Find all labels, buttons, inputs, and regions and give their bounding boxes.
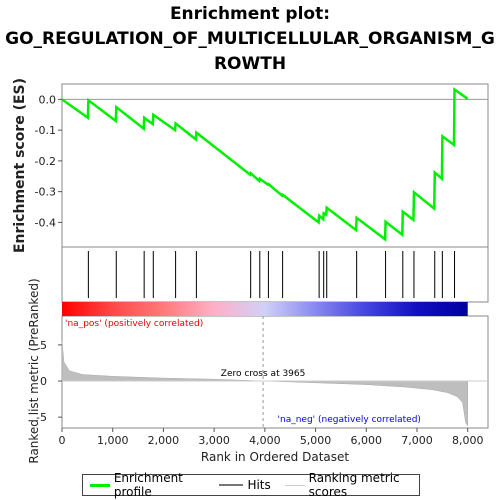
legend-item-ranking-metric: Ranking metric scores: [284, 471, 419, 499]
x-tick-label-0: 0: [59, 434, 66, 447]
es-y-tick-label-4: -0.4: [35, 216, 56, 229]
neg-correlated-label: 'na_neg' (negatively correlated): [278, 415, 421, 425]
es-panel-frame: [61, 83, 489, 248]
legend: Enrichment profile Hits Ranking metric s…: [82, 471, 420, 499]
es-y-tick-label-3: -0.3: [35, 186, 56, 199]
chart-title-line-3: ROWTH: [213, 54, 287, 74]
es-y-tick-label-1: -0.1: [35, 124, 56, 137]
legend-label-hits: Hits: [247, 478, 271, 492]
legend-label-ranking-metric: Ranking metric scores: [308, 471, 400, 499]
metric-y-tick-label-0: 5: [40, 339, 47, 352]
legend-item-enrichment-profile: Enrichment profile: [90, 471, 205, 499]
legend-item-hits: Hits: [219, 478, 271, 492]
zero-cross-label: Zero cross at 3965: [221, 369, 306, 379]
pos-correlated-label: 'na_pos' (positively correlated): [65, 319, 203, 329]
hits-panel-frame: [61, 246, 489, 303]
x-tick-label-6: 6,000: [351, 434, 383, 447]
enrichment-profile-line: [61, 87, 469, 242]
x-tick-label-1: 1,000: [97, 434, 129, 447]
chart-title-line-1: Enrichment plot:: [169, 4, 331, 24]
x-axis-label: Rank in Ordered Dataset: [201, 450, 349, 464]
es-y-axis-label: Enrichment score (ES): [12, 78, 28, 253]
x-tick-label-4: 4,000: [249, 434, 281, 447]
chart-title-line-2: GO_REGULATION_OF_MULTICELLULAR_ORGANISM_…: [5, 29, 495, 49]
ranking-metric-area: [61, 341, 468, 427]
legend-swatch-hits: [219, 484, 244, 486]
legend-swatch-ranking: [284, 484, 305, 486]
ranking-heatmap-bar: [62, 302, 468, 316]
es-y-tick-label-0: 0.0: [39, 93, 57, 106]
x-tick-label-7: 7,000: [401, 434, 433, 447]
x-tick-label-2: 2,000: [148, 434, 180, 447]
metric-y-axis-label: Ranked list metric (PreRanked): [27, 278, 41, 463]
x-tick-label-8: 8,000: [452, 434, 484, 447]
x-tick-label-5: 5,000: [300, 434, 332, 447]
metric-panel-frame: [61, 315, 489, 429]
x-tick-label-3: 3,000: [198, 434, 230, 447]
es-y-tick-label-2: -0.2: [35, 155, 56, 168]
metric-y-tick-label-2: -5: [36, 411, 47, 424]
legend-swatch-enrichment: [90, 483, 110, 487]
metric-y-tick-label-1: 0: [40, 375, 47, 388]
legend-label-enrichment-profile: Enrichment profile: [113, 471, 183, 499]
